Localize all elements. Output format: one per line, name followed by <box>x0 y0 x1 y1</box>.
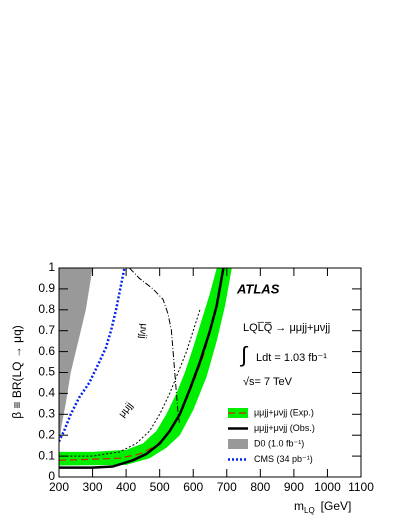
annotation: Ldt = 1.03 fb⁻¹ <box>256 352 327 364</box>
y-tick-label: 0 <box>48 469 55 483</box>
x-tick-label: 700 <box>217 480 237 494</box>
legend-label: μμjj+μνjj (Obs.) <box>254 423 315 433</box>
y-tick-label: 0.3 <box>38 406 55 420</box>
excluded-region <box>59 268 93 446</box>
limit-line <box>59 268 126 443</box>
x-axis-label-unit: [GeV] <box>321 499 352 513</box>
x-tick-label: 300 <box>83 480 103 494</box>
x-tick-label: 200 <box>49 480 69 494</box>
x-axis-label-main: m <box>294 499 304 513</box>
legend-label: μμjj+μνjj (Exp.) <box>254 407 314 417</box>
x-tick-label: 1000 <box>314 480 341 494</box>
legend-label: D0 (1.0 fb⁻¹) <box>254 438 304 448</box>
x-tick-label: 500 <box>150 480 170 494</box>
legend-label: CMS (34 pb⁻¹) <box>254 454 313 464</box>
y-tick-label: 0.8 <box>38 302 55 316</box>
expected-band <box>59 268 232 466</box>
curve-label: μνjj <box>137 323 149 339</box>
y-tick-label: 0.1 <box>38 448 55 462</box>
legend-swatch <box>228 439 248 449</box>
plot-marks <box>59 268 232 469</box>
x-axis-label: mLQ [GeV] <box>294 499 351 515</box>
y-tick-label: 0.4 <box>38 386 55 400</box>
chart-title: ATLAS <box>236 281 280 296</box>
y-tick-label: 0.7 <box>38 323 55 337</box>
legend-band <box>228 408 248 418</box>
y-tick-label: 0.6 <box>38 344 55 358</box>
curve-label: μμjj <box>117 400 135 419</box>
y-axis-label: β ≡ BR(LQ → μq) <box>10 325 24 419</box>
limit-line <box>129 268 181 425</box>
y-tick-label: 0.5 <box>38 365 55 379</box>
x-axis-label-sub: LQ <box>304 506 315 515</box>
x-tick-label: 900 <box>284 480 304 494</box>
annotation: √s= 7 TeV <box>243 376 293 388</box>
y-tick-label: 1 <box>48 260 55 274</box>
limit-line <box>62 309 201 457</box>
x-tick-label: 800 <box>250 480 270 494</box>
y-tick-label: 0.2 <box>38 427 55 441</box>
limit-line <box>59 268 225 469</box>
x-tick-label: 1100 <box>348 480 374 494</box>
annotation: LQL̅Q̅ → μμjj+μνjj <box>243 322 330 334</box>
plot-area <box>59 268 232 469</box>
x-tick-label: 600 <box>183 480 203 494</box>
y-tick-label: 0.9 <box>38 281 55 295</box>
annotation: ∫ <box>239 342 249 367</box>
x-tick-label: 400 <box>116 480 136 494</box>
